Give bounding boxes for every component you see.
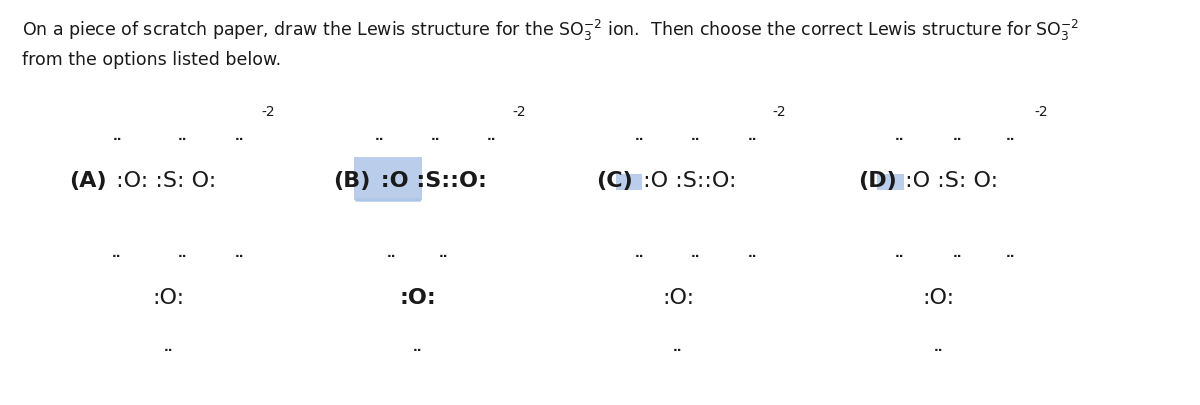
Text: ..: ..: [748, 247, 757, 260]
Text: ..: ..: [895, 247, 905, 260]
Text: ..: ..: [235, 129, 245, 142]
Text: (D): (D): [858, 170, 896, 190]
Text: :O:: :O:: [152, 288, 184, 308]
Text: ..: ..: [163, 340, 173, 353]
Bar: [877, 175, 904, 190]
Text: ..: ..: [487, 129, 497, 142]
Text: ..: ..: [431, 129, 440, 142]
Text: ..: ..: [691, 247, 701, 260]
Text: :O: :S: O:: :O: :S: O:: [109, 170, 216, 190]
Text: ..: ..: [1006, 129, 1015, 142]
Text: :O :S::O:: :O :S::O:: [636, 170, 737, 190]
Text: ..: ..: [439, 247, 449, 260]
Text: ..: ..: [386, 247, 396, 260]
Text: -2: -2: [773, 104, 786, 118]
Text: ..: ..: [413, 340, 422, 353]
Text: ..: ..: [895, 129, 905, 142]
Text: ..: ..: [1006, 247, 1015, 260]
Text: ..: ..: [178, 129, 187, 142]
Text: ..: ..: [934, 340, 943, 353]
Bar: [616, 175, 642, 190]
Text: ..: ..: [635, 129, 644, 142]
Text: ..: ..: [112, 247, 121, 260]
Text: (B): (B): [334, 170, 371, 190]
Text: -2: -2: [262, 104, 275, 118]
Text: ..: ..: [673, 340, 683, 353]
Text: ..: ..: [953, 129, 962, 142]
Text: -2: -2: [1034, 104, 1048, 118]
Text: :O :S::O:: :O :S::O:: [373, 170, 487, 190]
Bar: [354, 158, 422, 200]
Text: ..: ..: [113, 129, 122, 142]
Text: On a piece of scratch paper, draw the Lewis structure for the SO$_3^{-2}$ ion.  : On a piece of scratch paper, draw the Le…: [22, 18, 1079, 43]
Text: ..: ..: [691, 129, 701, 142]
Text: ..: ..: [635, 247, 644, 260]
Text: :O:: :O:: [400, 288, 436, 308]
Text: from the options listed below.: from the options listed below.: [22, 51, 281, 68]
Text: -2: -2: [512, 104, 526, 118]
Text: :O :S: O:: :O :S: O:: [898, 170, 997, 190]
Text: ..: ..: [748, 129, 757, 142]
Text: ..: ..: [178, 247, 187, 260]
Text: ..: ..: [235, 247, 245, 260]
Text: ..: ..: [374, 129, 384, 142]
Text: :O:: :O:: [662, 288, 694, 308]
Text: (C): (C): [596, 170, 634, 190]
Text: (A): (A): [70, 170, 107, 190]
Text: :O:: :O:: [923, 288, 954, 308]
Text: ..: ..: [953, 247, 962, 260]
